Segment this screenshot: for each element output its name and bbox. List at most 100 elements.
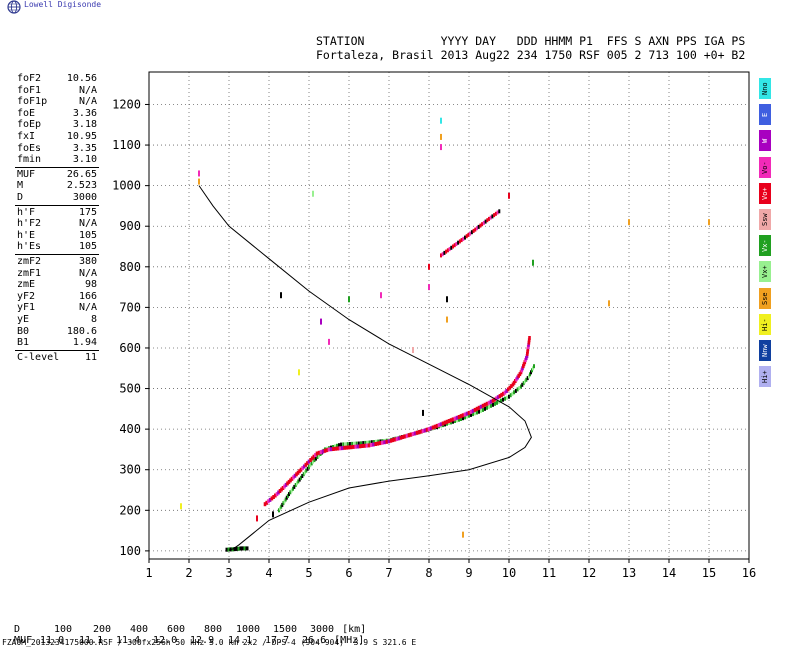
o-trace-mark bbox=[498, 394, 502, 399]
x-trace-mark bbox=[278, 508, 280, 513]
o-trace-mark bbox=[397, 436, 401, 441]
x-trace-mark bbox=[334, 444, 336, 449]
x-trace-mark bbox=[480, 408, 482, 413]
x-tick-label: 15 bbox=[702, 566, 716, 580]
o-trace-mark bbox=[334, 446, 337, 451]
param-name: zmF1 bbox=[17, 267, 42, 279]
o-trace-mark bbox=[374, 442, 377, 446]
footer-value: 3000 bbox=[309, 624, 335, 635]
upper-trace-mark bbox=[446, 248, 449, 253]
x-trace-mark bbox=[360, 441, 362, 446]
x-trace-mark bbox=[508, 394, 510, 399]
param-name: MUF bbox=[17, 168, 36, 180]
footer-value: 800 bbox=[204, 624, 223, 635]
param-row: B0 180.6 bbox=[17, 326, 97, 338]
x-trace-mark bbox=[462, 416, 464, 421]
x-trace-mark bbox=[478, 409, 480, 414]
legend-swatch: Vx+ bbox=[759, 261, 771, 283]
footer-value: 17.7 bbox=[265, 635, 290, 646]
param-value: 2.523 bbox=[66, 180, 97, 192]
o-trace-mark bbox=[332, 447, 335, 451]
o-trace-mark bbox=[451, 417, 455, 422]
o-trace-mark bbox=[479, 404, 483, 409]
o-trace-mark bbox=[272, 495, 275, 499]
x-trace-mark bbox=[344, 442, 347, 447]
scatter-point bbox=[412, 346, 414, 353]
x-trace-mark bbox=[302, 472, 305, 477]
param-value: N/A bbox=[78, 302, 97, 314]
o-trace-mark bbox=[393, 437, 397, 442]
x-trace-mark bbox=[285, 495, 288, 500]
o-trace-mark bbox=[441, 421, 445, 426]
o-trace-mark bbox=[496, 395, 500, 400]
o-trace-mark bbox=[321, 449, 325, 454]
x-tick-label: 3 bbox=[225, 566, 232, 580]
param-row: C-level 11 bbox=[17, 352, 97, 364]
x-trace-mark bbox=[336, 443, 338, 448]
x-trace-mark bbox=[525, 377, 528, 382]
o-trace-mark bbox=[275, 492, 279, 497]
o-trace-mark bbox=[526, 347, 530, 352]
x-trace-mark bbox=[294, 483, 297, 487]
upper-trace-mark bbox=[472, 228, 475, 233]
legend-swatch: Nno bbox=[759, 78, 771, 99]
o-trace-mark bbox=[281, 486, 285, 490]
o-trace-mark bbox=[295, 472, 298, 477]
param-value: 105 bbox=[78, 241, 97, 253]
x-trace-mark bbox=[315, 456, 317, 461]
scatter-point bbox=[446, 296, 448, 303]
legend-swatch: Vo+ bbox=[759, 182, 771, 204]
param-name: C-level bbox=[17, 351, 60, 363]
legend-swatch: Hi+ bbox=[759, 366, 771, 388]
o-trace-mark bbox=[347, 445, 351, 450]
x-tick-label: 2 bbox=[185, 566, 192, 580]
param-row: h'Es 105 bbox=[17, 241, 97, 253]
scatter-point bbox=[348, 296, 350, 303]
o-trace-mark bbox=[457, 415, 461, 419]
o-trace-mark bbox=[304, 462, 308, 467]
o-trace-mark bbox=[352, 444, 355, 449]
y-tick-label: 300 bbox=[119, 463, 141, 477]
param-name: h'Es bbox=[17, 241, 42, 253]
upper-trace-mark bbox=[445, 249, 448, 254]
o-trace-mark bbox=[417, 430, 421, 435]
param-separator bbox=[15, 166, 99, 168]
x-trace-mark bbox=[522, 381, 525, 386]
o-trace-mark bbox=[409, 432, 413, 437]
o-trace-mark bbox=[354, 444, 357, 449]
footer-value: 200 bbox=[93, 624, 112, 635]
o-trace-mark bbox=[358, 444, 362, 449]
x-trace-mark bbox=[298, 477, 301, 482]
e-trace-mark bbox=[243, 546, 247, 551]
x-trace-mark bbox=[516, 387, 519, 392]
param-row: B1 1.94 bbox=[17, 337, 97, 349]
footer-value: 12.9 bbox=[190, 635, 215, 646]
o-trace-mark bbox=[489, 399, 493, 404]
legend-label: Vx- bbox=[761, 239, 769, 253]
x-trace-mark bbox=[484, 406, 486, 411]
x-trace-mark bbox=[509, 393, 512, 398]
o-trace-mark bbox=[523, 360, 527, 365]
chart-scatter-points bbox=[180, 117, 710, 538]
o-trace-mark bbox=[471, 408, 475, 413]
param-row: zmF2 380 bbox=[17, 256, 97, 268]
o-trace-mark bbox=[361, 444, 364, 448]
o-trace-mark bbox=[387, 439, 391, 444]
o-trace-mark bbox=[290, 476, 294, 481]
upper-trace-mark bbox=[474, 227, 477, 232]
x-trace-mark bbox=[342, 442, 345, 447]
param-separator bbox=[15, 349, 99, 351]
o-trace-mark bbox=[437, 423, 441, 428]
param-name: foEs bbox=[17, 142, 42, 154]
param-value: N/A bbox=[78, 84, 97, 96]
x-trace-mark bbox=[353, 441, 356, 446]
o-trace-mark bbox=[487, 400, 491, 405]
param-row: MUF 26.65 bbox=[17, 169, 97, 181]
x-trace-mark bbox=[297, 479, 300, 484]
o-trace-mark bbox=[372, 442, 375, 447]
o-trace-mark bbox=[343, 445, 346, 450]
o-trace-mark bbox=[314, 453, 317, 458]
scatter-point bbox=[508, 192, 510, 199]
o-trace-mark bbox=[287, 479, 291, 484]
footer-distance-row: D 100 200 400 600 800 1000 1500 3000 [km] bbox=[2, 613, 366, 635]
